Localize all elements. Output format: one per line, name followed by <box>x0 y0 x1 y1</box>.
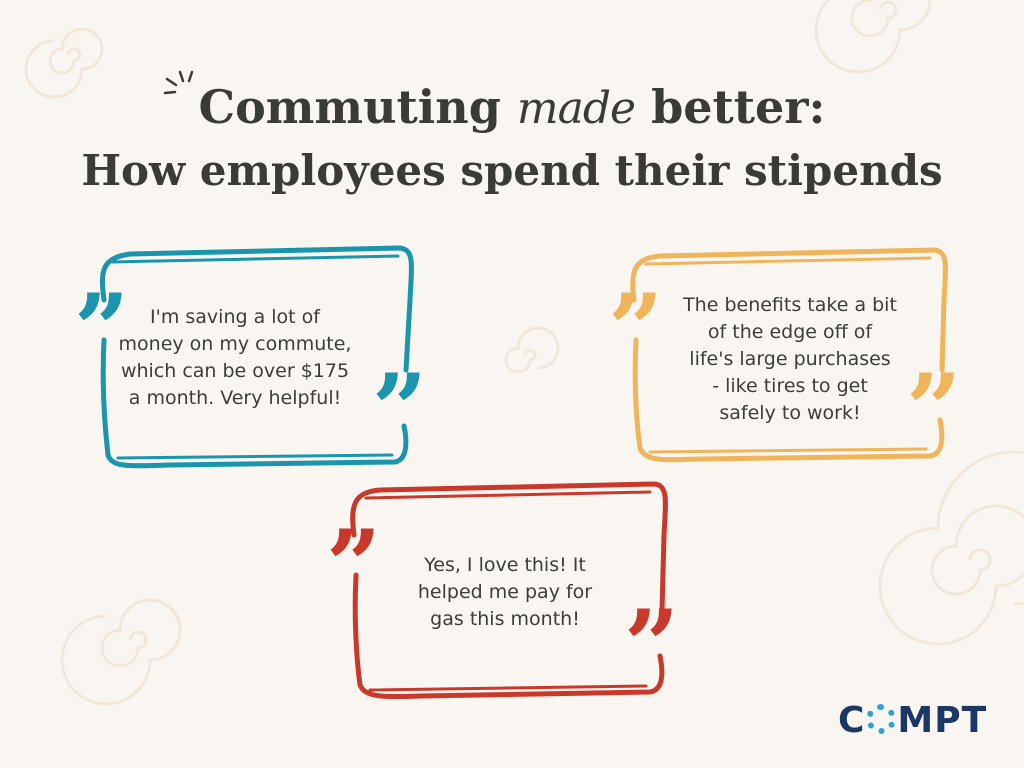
orange-frame <box>630 247 948 463</box>
quote-line: The benefits take a bit <box>683 294 897 316</box>
quote-line: safely to work! <box>719 402 861 424</box>
quote-line: helped me pay for <box>417 581 593 603</box>
title-commuting: Commuting <box>198 80 501 134</box>
spiral-bottom-left <box>60 598 182 706</box>
quote-line: which can be over $175 <box>120 360 350 382</box>
testimonial-teal: I'm saving a lot of money on my commute,… <box>115 304 355 412</box>
testimonial-red: Yes, I love this! It helped me pay for g… <box>400 552 610 633</box>
quote-line: a month. Very helpful! <box>128 387 342 409</box>
quote-line: gas this month! <box>430 608 580 630</box>
spiral-top-right <box>814 0 932 74</box>
quote-line: of the edge off of <box>707 321 873 343</box>
sparkle-icon <box>163 70 194 95</box>
quote-open-icon: ” <box>608 273 664 386</box>
spiral-center <box>504 326 560 374</box>
logo-o-icon <box>866 704 897 734</box>
quote-close-icon: ” <box>906 353 962 466</box>
page-title: Commuting made better: <box>0 80 1024 134</box>
quote-line: - like tires to get <box>712 375 868 397</box>
quote-line: money on my commute, <box>118 333 352 355</box>
quote-line: I'm saving a lot of <box>150 306 320 328</box>
testimonial-orange: The benefits take a bit of the edge off … <box>660 292 920 427</box>
spiral-top-left <box>24 27 104 99</box>
quote-line: life's large purchases <box>689 348 891 370</box>
compt-logo: C MPT <box>838 700 987 741</box>
quote-close-icon: ” <box>372 353 428 466</box>
page-subtitle: How employees spend their stipends <box>81 146 943 195</box>
quote-close-icon: ” <box>624 589 680 702</box>
teal-frame <box>99 245 414 469</box>
red-frame <box>350 481 668 700</box>
title-made: made <box>516 83 636 134</box>
quote-open-icon: ” <box>326 509 382 622</box>
logo-letters-mpt: MPT <box>897 700 988 741</box>
quote-line: Yes, I love this! It <box>424 554 586 576</box>
title-better: better: <box>651 80 826 134</box>
spiral-right <box>878 450 1024 646</box>
logo-letter-c: C <box>838 700 866 741</box>
